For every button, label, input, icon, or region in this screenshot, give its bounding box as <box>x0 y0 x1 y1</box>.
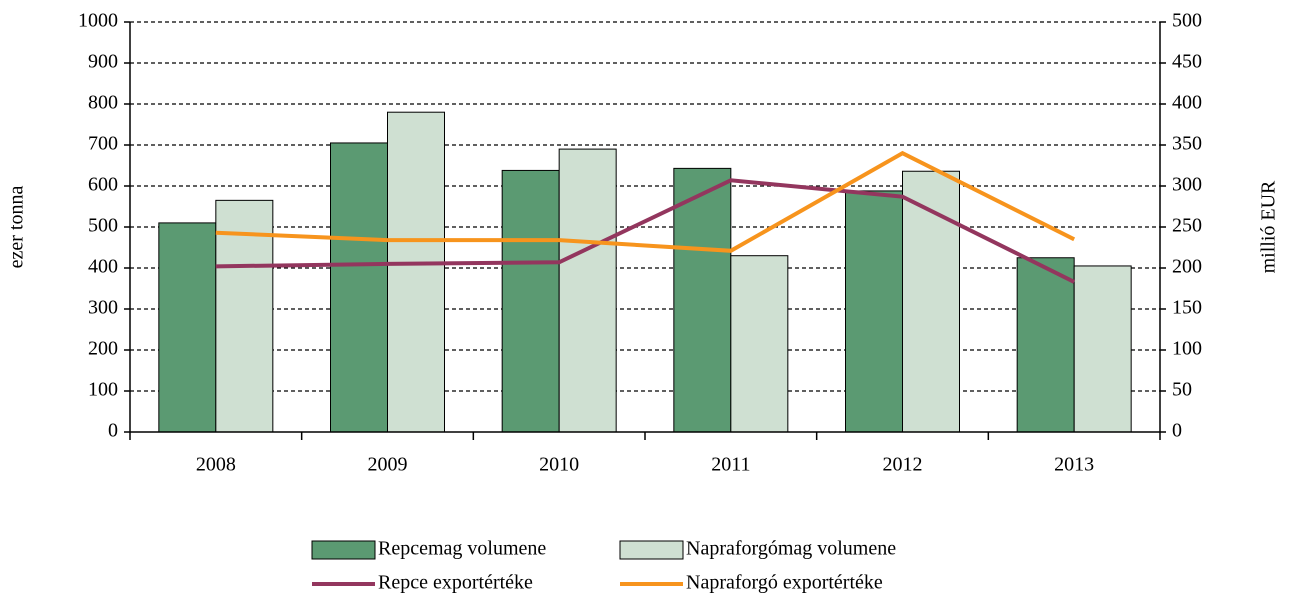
bar <box>1073 265 1132 433</box>
y2-tick-label: 0 <box>1172 420 1182 442</box>
x-tick-label: 2013 <box>1054 454 1094 476</box>
x-tick-label: 2011 <box>711 454 750 476</box>
x-tick-label: 2010 <box>539 454 579 476</box>
bar <box>845 190 903 433</box>
y-tick-label: 1000 <box>78 10 118 32</box>
bar <box>558 148 617 433</box>
y-tick-label: 100 <box>88 379 118 401</box>
y2-tick-label: 250 <box>1172 215 1202 237</box>
x-tick-label: 2008 <box>196 454 236 476</box>
y2-tick-label: 150 <box>1172 297 1202 319</box>
bar <box>387 111 445 433</box>
bar <box>501 169 560 433</box>
y-tick-label: 600 <box>88 174 118 196</box>
legend-label: Repce exportértéke <box>378 572 533 594</box>
y-tick-label: 500 <box>88 215 118 237</box>
y-axis-label: ezer tonna <box>6 186 28 269</box>
bar <box>730 255 789 433</box>
y2-tick-label: 450 <box>1172 51 1202 73</box>
x-tick-label: 2009 <box>368 454 408 476</box>
y-tick-label: 400 <box>88 256 118 278</box>
y2-axis-label: millió EUR <box>1258 180 1280 273</box>
y-tick-label: 300 <box>88 297 118 319</box>
legend-swatch <box>311 540 376 560</box>
bar <box>1016 257 1075 433</box>
bar <box>215 199 274 433</box>
line <box>215 150 1076 253</box>
y2-tick-label: 300 <box>1172 174 1202 196</box>
legend-swatch <box>619 540 684 560</box>
y2-tick-label: 350 <box>1172 133 1202 155</box>
y-tick-label: 0 <box>108 420 118 442</box>
legend-label: Repcemag volumene <box>378 538 546 560</box>
bar <box>902 170 960 433</box>
y-tick-label: 700 <box>88 133 118 155</box>
y2-tick-label: 500 <box>1172 10 1202 32</box>
bar <box>158 222 217 433</box>
legend-label: Napraforgómag volumene <box>686 538 896 560</box>
y-tick-label: 900 <box>88 51 118 73</box>
y2-tick-label: 200 <box>1172 256 1202 278</box>
y-tick-label: 200 <box>88 338 118 360</box>
bar <box>673 167 732 433</box>
legend-label: Napraforgó exportértéke <box>686 572 883 594</box>
x-tick-label: 2012 <box>883 454 923 476</box>
y2-tick-label: 50 <box>1172 379 1192 401</box>
y-tick-label: 800 <box>88 92 118 114</box>
line <box>215 178 1076 284</box>
y2-tick-label: 100 <box>1172 338 1202 360</box>
y2-tick-label: 400 <box>1172 92 1202 114</box>
bar <box>330 142 388 433</box>
